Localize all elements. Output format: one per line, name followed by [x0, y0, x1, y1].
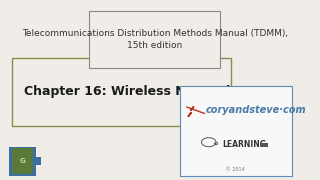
FancyBboxPatch shape: [180, 86, 292, 176]
Text: © 2014: © 2014: [226, 167, 245, 172]
Text: Chapter 16: Wireless Networks: Chapter 16: Wireless Networks: [24, 85, 242, 98]
Text: G: G: [20, 158, 26, 164]
Bar: [12, 148, 33, 174]
Bar: [36, 157, 41, 165]
Bar: [260, 143, 268, 147]
FancyBboxPatch shape: [12, 58, 231, 126]
FancyBboxPatch shape: [90, 11, 220, 68]
Text: coryandsteve·com: coryandsteve·com: [206, 105, 307, 115]
Text: LEARNING: LEARNING: [222, 140, 266, 149]
Text: Telecommunications Distribution Methods Manual (TDMM),
15th edition: Telecommunications Distribution Methods …: [22, 29, 288, 50]
Bar: [10, 147, 36, 176]
